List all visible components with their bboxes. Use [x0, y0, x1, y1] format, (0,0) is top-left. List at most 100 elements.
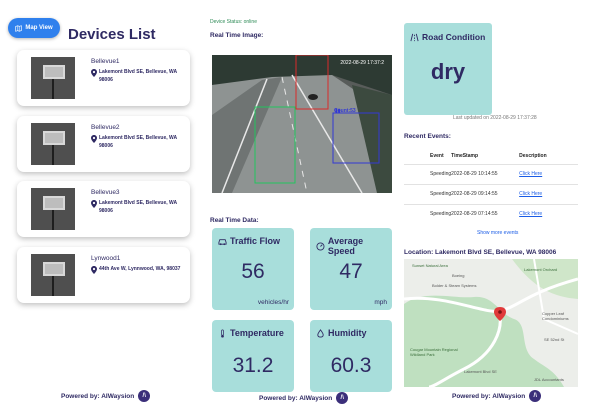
average-speed-value: 47 [339, 260, 363, 283]
device-card-bellevue3[interactable]: Bellevue3 Lakemont Blvd SE, Bellevue, WA… [17, 181, 190, 237]
map-label-boeing: Boeing [452, 273, 465, 278]
device-thumbnail [31, 188, 75, 230]
show-more-events-link[interactable]: Show more events [477, 230, 519, 236]
traffic-flow-card: Traffic Flow 56 vehicles/hr [212, 228, 294, 310]
device-status: Device Status: online [210, 19, 257, 25]
device-address: Lakemont Blvd SE, Bellevue, WA 98006 [91, 68, 186, 84]
map-label-bolder: Bolder & Steam Systems [432, 283, 477, 288]
map-label-lakemont-blvd: Lakemont Blvd SE [464, 369, 497, 374]
event-type: Speeding [404, 203, 452, 224]
powered-by: Powered by: AIWaysion /\ [61, 390, 151, 402]
powered-by-text: Powered by: AIWaysion [61, 392, 135, 400]
average-speed-title: Average Speed [316, 236, 392, 256]
device-name: Bellevue1 [91, 58, 120, 65]
map-icon [15, 24, 23, 32]
device-address-text: Lakemont Blvd SE, Bellevue, WA 98006 [99, 135, 177, 149]
location-map[interactable]: Lakemont Orchard Cougar Mountain Regiona… [404, 259, 578, 387]
aiwaysion-logo-icon: /\ [336, 392, 349, 404]
camera-timestamp: 2022-08-29 17:37:2 [340, 60, 384, 66]
table-row: Speeding 2022-08-29 07:14:55 Click Here [404, 203, 578, 224]
event-type: Speeding [404, 183, 452, 204]
location-pin-icon [91, 69, 97, 77]
device-address-text: Lakemont Blvd SE, Bellevue, WA 98006 [99, 69, 177, 83]
device-card-lynwood1[interactable]: Lynwood1 44th Ave W, Lynnwood, WA, 98037 [17, 247, 190, 303]
map-label-sunset: Sunset Natural Area [412, 263, 448, 268]
temperature-card: Temperature 31.2 [212, 320, 294, 392]
average-speed-card: Average Speed 47 mph [310, 228, 392, 310]
events-header-row: Event TimeStamp Description [404, 148, 578, 164]
humidity-title-text: Humidity [328, 328, 367, 338]
location-label: Location: Lakemont Blvd SE, Bellevue, WA… [404, 249, 557, 256]
powered-by-middle: Powered by: AIWaysion /\ [259, 392, 349, 404]
event-click-here-link[interactable]: Click Here [519, 183, 578, 204]
map-label-lakemont-orchard: Lakemont Orchard [524, 267, 558, 272]
device-card-bellevue1[interactable]: Bellevue1 Lakemont Blvd SE, Bellevue, WA… [17, 50, 190, 106]
event-type: Speeding [404, 163, 452, 184]
humidity-value: 60.3 [330, 354, 372, 377]
map-view-button[interactable]: Map View [8, 18, 60, 38]
road-condition-title-text: Road Condition [422, 32, 486, 42]
recent-events-label: Recent Events: [404, 133, 451, 140]
map-label-cougar: Cougar Mountain Regional Wildland Park [410, 347, 458, 357]
average-speed-title-text: Average Speed [327, 236, 364, 256]
camera-count-label: Count:53 [334, 108, 356, 114]
event-timestamp: 2022-08-29 10:14:55 [451, 163, 520, 184]
events-table: Event TimeStamp Description Speeding 202… [404, 148, 578, 224]
event-timestamp: 2022-08-29 09:14:55 [451, 183, 520, 204]
map-label-se-52nd: SE 52nd St [544, 337, 565, 342]
table-row: Speeding 2022-08-29 09:14:55 Click Here [404, 183, 578, 204]
humidity-card: Humidity 60.3 [310, 320, 392, 392]
device-address-text: Lakemont Blvd SE, Bellevue, WA 98006 [99, 200, 177, 214]
realtime-data-label: Real Time Data: [210, 217, 259, 224]
camera-feed: ▮▮ 2022-08-29 17:37:2 Count:53 [212, 55, 392, 193]
device-thumbnail [31, 123, 75, 165]
device-name: Lynwood1 [91, 255, 121, 262]
speedometer-icon [316, 241, 325, 251]
events-header-description: Description [519, 152, 547, 159]
device-name: Bellevue3 [91, 189, 120, 196]
traffic-flow-title-text: Traffic Flow [230, 236, 281, 246]
devices-panel: Map View Devices List Bellevue1 Lakemont… [0, 0, 205, 418]
map-view-label: Map View [25, 25, 53, 31]
road-condition-title: Road Condition [410, 32, 485, 42]
car-icon [218, 238, 227, 245]
map-label-copper: Copper Leaf Condominiums [542, 311, 569, 321]
event-click-here-link[interactable]: Click Here [519, 163, 578, 184]
aiwaysion-logo-icon: /\ [529, 390, 542, 402]
location-pin-icon [91, 135, 97, 143]
last-updated: Last updated on 2022-08-29 17:37:28 [453, 115, 537, 121]
temperature-value: 31.2 [232, 354, 274, 377]
device-address: Lakemont Blvd SE, Bellevue, WA 98006 [91, 134, 186, 150]
realtime-image-label: Real Time Image: [210, 32, 264, 39]
svg-text:▮▮: ▮▮ [335, 108, 341, 114]
traffic-flow-title: Traffic Flow [218, 236, 280, 246]
powered-by-text: Powered by: AIWaysion [452, 392, 526, 400]
road-condition-value: dry [430, 59, 466, 84]
droplet-icon [317, 328, 324, 338]
device-address: 44th Ave W, Lynnwood, WA, 98037 [91, 265, 186, 274]
device-card-bellevue2[interactable]: Bellevue2 Lakemont Blvd SE, Bellevue, WA… [17, 116, 190, 172]
temperature-title-text: Temperature [230, 328, 284, 338]
device-name: Bellevue2 [91, 124, 120, 131]
temperature-title: Temperature [218, 328, 284, 338]
traffic-flow-value: 56 [241, 260, 265, 283]
road-icon [410, 33, 419, 41]
devices-list-title: Devices List [68, 26, 156, 43]
map-label-jdl: JDL Accountants [534, 377, 564, 382]
event-click-here-link[interactable]: Click Here [519, 203, 578, 224]
powered-by-right: Powered by: AIWaysion /\ [452, 390, 542, 402]
traffic-flow-unit: vehicles/hr [257, 299, 289, 306]
aiwaysion-logo-icon: /\ [138, 390, 151, 402]
device-address: Lakemont Blvd SE, Bellevue, WA 98006 [91, 199, 186, 215]
humidity-title: Humidity [316, 328, 367, 338]
table-row: Speeding 2022-08-29 10:14:55 Click Here [404, 163, 578, 184]
events-header-event: Event [430, 152, 444, 159]
location-pin-icon [91, 200, 97, 208]
road-condition-card: Road Condition dry [404, 23, 492, 115]
thermometer-icon [221, 329, 224, 338]
event-timestamp: 2022-08-29 07:14:55 [451, 203, 520, 224]
device-thumbnail [31, 57, 75, 99]
location-pin-icon [91, 266, 97, 274]
events-header-timestamp: TimeStamp [451, 152, 479, 159]
device-thumbnail [31, 254, 75, 296]
